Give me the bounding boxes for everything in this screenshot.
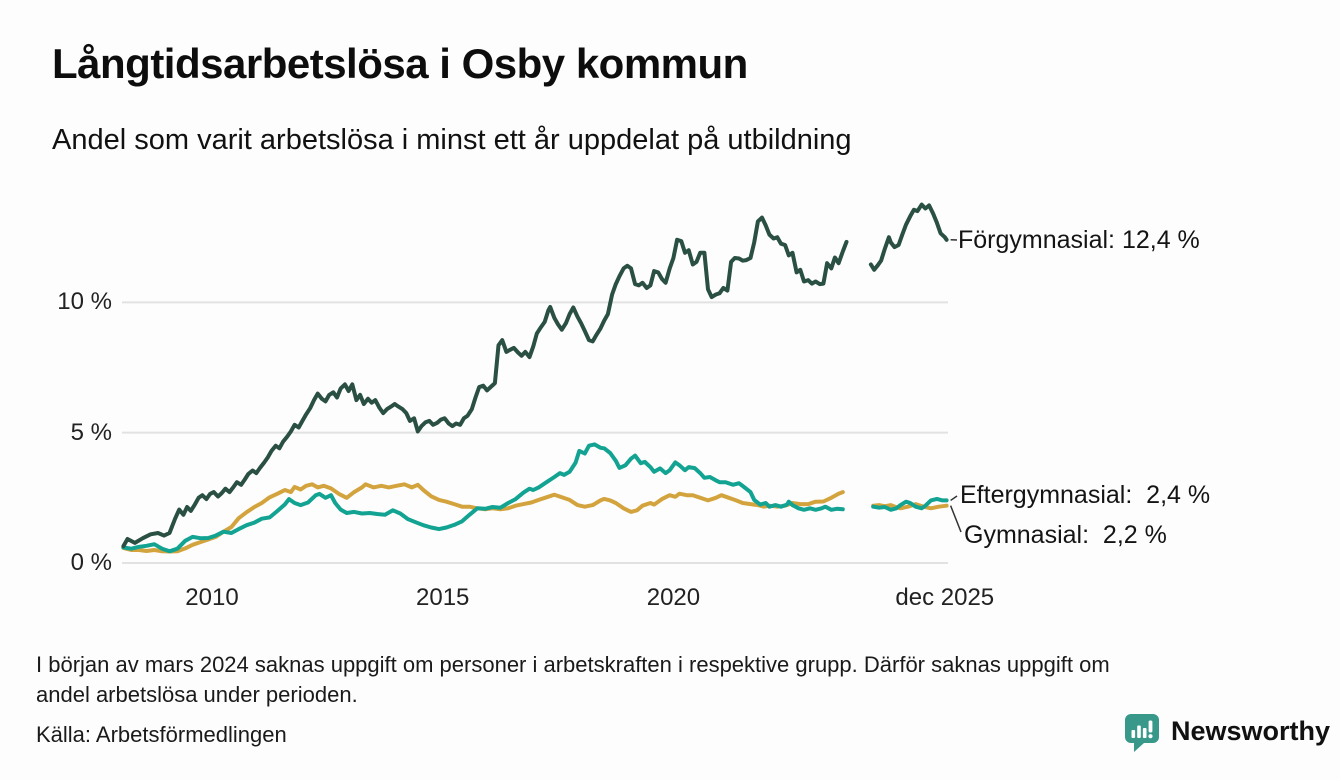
footnote-text: I början av mars 2024 saknas uppgift om … — [36, 652, 1110, 707]
series-label-eftergymnasial: Eftergymnasial: 2,4 % — [960, 481, 1211, 509]
x-axis-tick-2020: 2020 — [646, 584, 701, 611]
newsworthy-logo-icon — [1125, 714, 1159, 752]
source-text: Källa: Arbetsförmedlingen — [36, 722, 287, 747]
series-label-forgymnasial: Förgymnasial: 12,4 % — [958, 226, 1200, 254]
series-label-gymnasial: Gymnasial: 2,2 % — [964, 521, 1167, 549]
y-axis-tick-5: 5 % — [70, 418, 112, 446]
y-axis-tick-10: 10 % — [57, 288, 112, 316]
x-axis-tick-2010: 2010 — [185, 584, 239, 611]
y-axis-tick-0: 0 % — [70, 549, 112, 576]
x-axis-tick-2015: 2015 — [416, 584, 470, 611]
x-axis-tick-dec-2025: dec 2025 — [895, 584, 995, 611]
newsworthy-branding: Newsworthy — [1122, 711, 1330, 752]
newsworthy-wordmark: Newsworthy — [1171, 716, 1331, 746]
page-subtitle: Andel som varit arbetslösa i minst ett å… — [52, 124, 852, 156]
page-title: Långtidsarbetslösa i Osby kommun — [52, 40, 748, 87]
